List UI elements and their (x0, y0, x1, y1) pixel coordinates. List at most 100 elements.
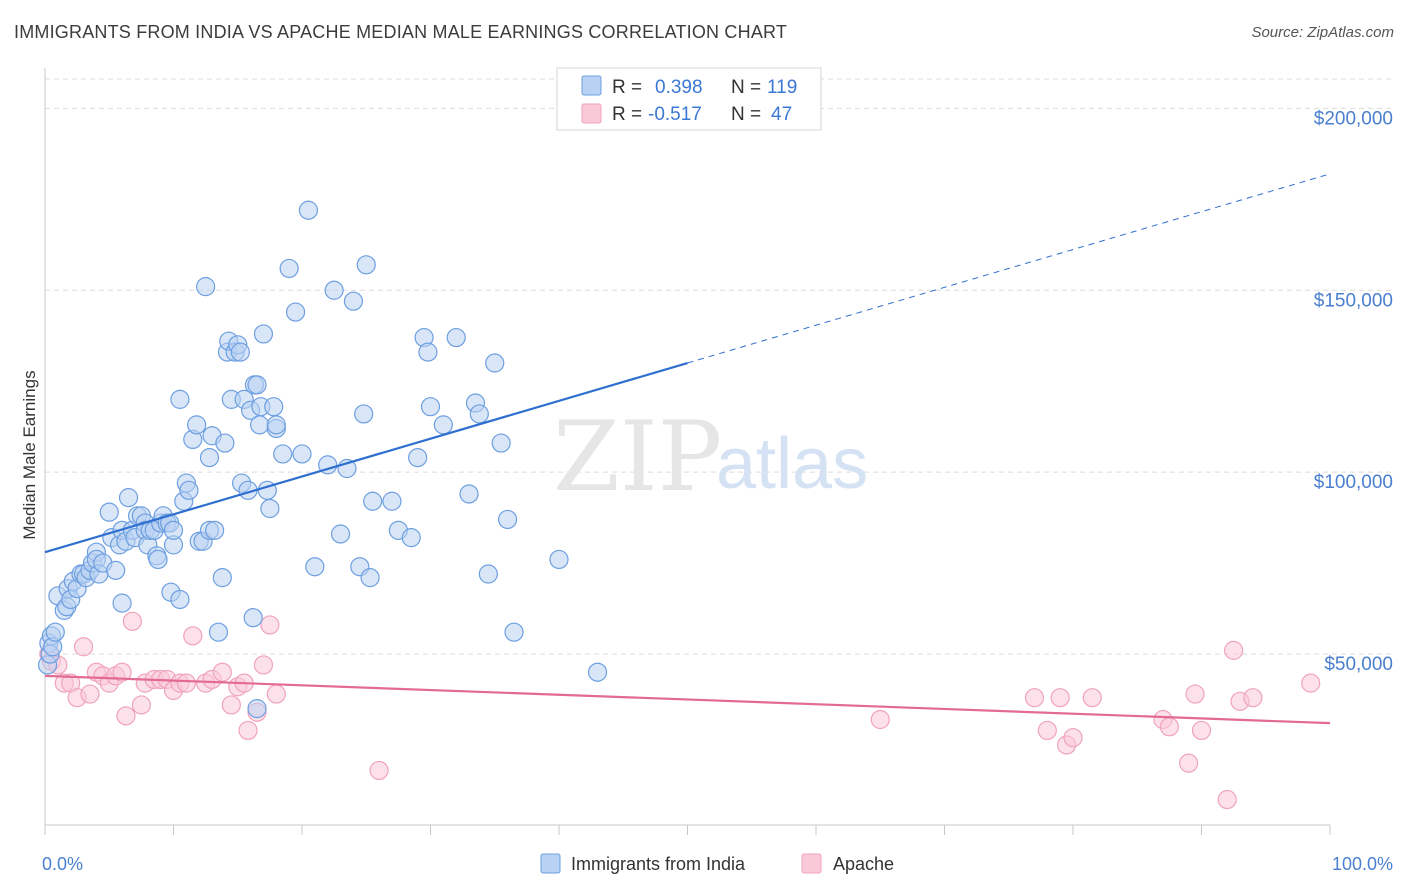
india-point-83 (264, 397, 284, 417)
apache-point-12 (112, 662, 132, 682)
y-tick-label-1: $100,000 (1314, 472, 1393, 493)
india-point-101 (363, 491, 383, 511)
apache-point-52 (1301, 673, 1321, 693)
india-point-105 (408, 447, 428, 468)
india-point-5 (45, 622, 65, 642)
india-point-64 (215, 433, 235, 453)
apache-point-36 (870, 709, 890, 730)
india-point-96 (343, 291, 363, 311)
apache-point-26 (212, 662, 232, 682)
apache-point-35 (369, 760, 389, 781)
india-trend-extension (687, 173, 1331, 364)
legend-swatch-apache (581, 103, 602, 124)
india-point-108 (420, 397, 441, 417)
india-point-59 (199, 447, 220, 468)
apache-point-15 (131, 695, 151, 715)
legend-swatch-india (581, 75, 602, 96)
india-point-115 (485, 353, 505, 373)
apache-point-27 (221, 695, 241, 715)
apache-point-42 (1082, 688, 1102, 708)
apache-point-49 (1224, 640, 1244, 660)
india-point-109 (433, 415, 453, 435)
india-point-77 (247, 375, 267, 395)
india-point-85 (266, 415, 286, 435)
apache-point-51 (1243, 688, 1263, 708)
bottom-legend: Immigrants from India Apache (540, 853, 894, 874)
apache-point-14 (122, 611, 142, 631)
apache-point-41 (1063, 728, 1083, 748)
india-point-107 (418, 342, 438, 362)
apache-point-38 (1037, 720, 1057, 741)
india-point-89 (292, 444, 312, 464)
apache-points (39, 611, 1321, 810)
india-point-110 (446, 327, 466, 348)
source-label: Source: ZipAtlas.com (1251, 24, 1394, 41)
india-point-99 (356, 255, 376, 275)
india-point-104 (401, 528, 421, 548)
india-point-88 (285, 302, 306, 322)
india-point-120 (587, 662, 608, 682)
apache-point-32 (253, 655, 274, 675)
bottom-legend-label-apache: Apache (833, 854, 894, 874)
india-point-52 (179, 480, 199, 500)
y-tick-labels: $50,000 $100,000 $150,000 $200,000 (1314, 108, 1393, 675)
india-point-22 (99, 502, 119, 522)
india-point-113 (469, 404, 489, 424)
india-point-29 (118, 488, 139, 508)
y-axis-label: Median Male Earnings (20, 370, 39, 539)
apache-point-39 (1050, 688, 1070, 708)
y-tick-label-2: $150,000 (1314, 290, 1393, 311)
watermark: ZIP atlas (553, 401, 868, 513)
apache-point-30 (238, 720, 258, 741)
india-point-82 (260, 498, 280, 519)
x-tick-labels: 0.0% 100.0% (42, 854, 1393, 874)
apache-point-22 (176, 673, 196, 693)
india-point-40 (148, 549, 168, 570)
trend-lines (44, 173, 1331, 725)
india-point-75 (243, 608, 263, 628)
india-point-94 (330, 524, 351, 544)
india-point-24 (106, 560, 126, 580)
india-point-121 (247, 698, 267, 719)
india-point-80 (253, 324, 274, 344)
grid-lines (45, 78, 1395, 655)
india-point-63 (212, 568, 232, 588)
india-point-86 (273, 444, 293, 464)
india-point-54 (187, 415, 207, 435)
india-trend-line (44, 361, 688, 554)
india-point-118 (504, 622, 524, 642)
top-legend: R = 0.398 N = 119 R = -0.517 N = 47 (556, 67, 822, 131)
legend-n-value-apache: 47 (771, 104, 792, 125)
india-point-90 (298, 200, 319, 220)
x-tick-label-1: 100.0% (1332, 854, 1393, 874)
apache-point-46 (1185, 684, 1205, 704)
watermark-atlas: atlas (716, 424, 868, 504)
legend-n-label-india: N = (731, 77, 761, 98)
bottom-legend-label-india: Immigrants from India (571, 854, 746, 874)
apache-point-34 (266, 684, 286, 704)
apache-point-45 (1179, 753, 1199, 773)
x-tick-label-0: 0.0% (42, 854, 83, 874)
y-tick-label-0: $50,000 (1324, 654, 1393, 675)
legend-n-value-india: 119 (767, 77, 797, 98)
apache-point-23 (183, 626, 203, 646)
apache-point-44 (1159, 717, 1179, 737)
apache-point-48 (1217, 789, 1237, 810)
watermark-zip: ZIP (553, 401, 722, 513)
legend-r-label-india: R = (612, 77, 642, 98)
apache-point-37 (1024, 688, 1045, 708)
legend-n-label-apache: N = (731, 104, 761, 125)
india-points (37, 200, 608, 719)
india-point-93 (324, 280, 344, 300)
india-point-62 (208, 622, 229, 642)
india-point-78 (249, 415, 270, 435)
india-point-48 (170, 389, 190, 409)
india-point-102 (382, 491, 402, 511)
apache-point-33 (260, 615, 280, 635)
apache-point-13 (116, 706, 136, 726)
india-point-70 (230, 342, 250, 362)
india-point-116 (491, 433, 511, 453)
chart-title: IMMIGRANTS FROM INDIA VS APACHE MEDIAN M… (14, 22, 788, 42)
india-point-49 (170, 589, 190, 610)
